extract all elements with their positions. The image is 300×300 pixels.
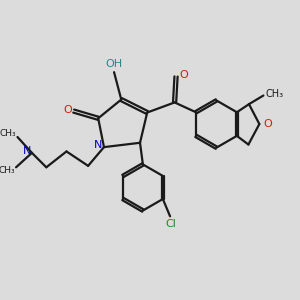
Text: CH₃: CH₃	[0, 166, 15, 175]
Text: N: N	[93, 140, 102, 150]
Text: CH₃: CH₃	[265, 89, 284, 99]
Text: Cl: Cl	[165, 219, 176, 230]
Text: N: N	[22, 146, 31, 156]
Text: CH₃: CH₃	[0, 129, 16, 138]
Text: O: O	[264, 119, 272, 129]
Text: O: O	[63, 105, 72, 115]
Text: O: O	[180, 70, 188, 80]
Text: OH: OH	[106, 59, 123, 69]
